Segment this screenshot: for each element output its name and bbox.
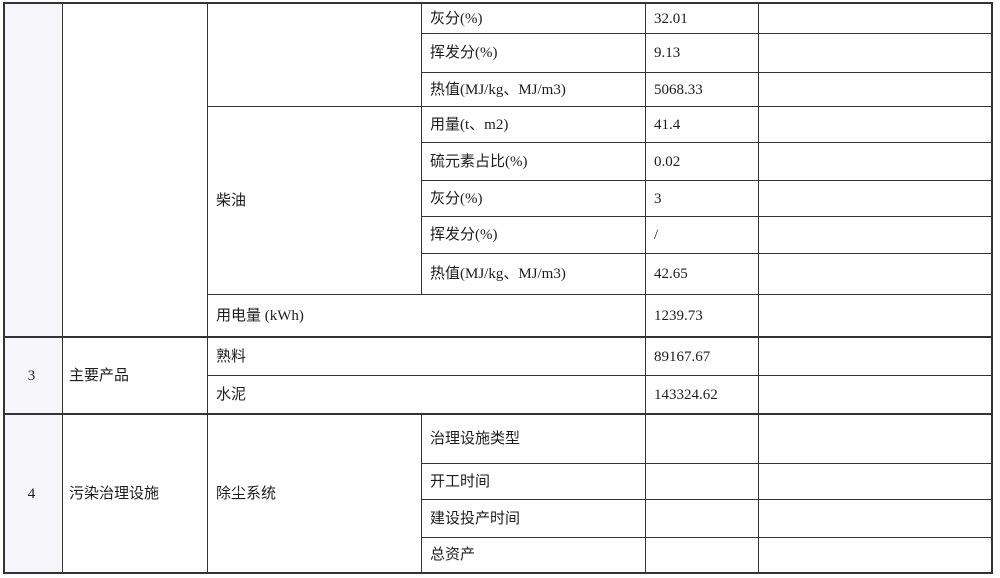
param-value-cell: 32.01 [646,4,759,34]
empty-cell [759,73,991,107]
empty-cell [759,376,991,415]
param-value-cell [646,415,759,464]
empty-cell [759,143,991,181]
category-cell-products: 主要产品 [63,338,208,415]
param-label-cell: 热值(MJ/kg、MJ/m3) [422,73,646,107]
empty-cell [759,538,991,572]
empty-cell [759,415,991,464]
param-label-cell: 建设投产时间 [422,500,646,538]
empty-cell [759,338,991,376]
param-value-cell: 1239.73 [646,295,759,338]
param-value-cell: 41.4 [646,107,759,143]
param-value-cell: 5068.33 [646,73,759,107]
seq-cell-fuel [5,4,63,338]
param-value-cell: 89167.67 [646,338,759,376]
empty-cell [759,181,991,217]
empty-cell [759,34,991,73]
empty-cell [759,107,991,143]
param-label-cell: 热值(MJ/kg、MJ/m3) [422,254,646,295]
param-label-cell: 挥发分(%) [422,34,646,73]
empty-cell [759,4,991,34]
electricity-label-cell: 用电量 (kWh) [208,295,646,338]
empty-cell [759,254,991,295]
param-value-cell: 3 [646,181,759,217]
data-table: 3 4 主要产品 污染治理设施 柴油 用电量 (kWh) 熟料 水泥 除尘系统 … [3,2,993,574]
fuel-name-cell-diesel: 柴油 [208,107,422,295]
empty-cell [759,500,991,538]
seq-cell-products: 3 [5,338,63,415]
param-label-cell: 治理设施类型 [422,415,646,464]
param-value-cell: 9.13 [646,34,759,73]
system-name-cell: 除尘系统 [208,415,422,572]
category-cell-treatment: 污染治理设施 [63,415,208,572]
param-value-cell: 0.02 [646,143,759,181]
param-label-cell: 总资产 [422,538,646,572]
empty-cell [759,464,991,500]
param-label-cell: 开工时间 [422,464,646,500]
empty-cell [759,295,991,338]
product-label-cell: 水泥 [208,376,646,415]
category-cell-fuel [63,4,208,338]
param-value-cell: 42.65 [646,254,759,295]
param-label-cell: 用量(t、m2) [422,107,646,143]
fuel-name-cell-prev [208,4,422,107]
param-label-cell: 硫元素占比(%) [422,143,646,181]
param-label-cell: 灰分(%) [422,4,646,34]
product-label-cell: 熟料 [208,338,646,376]
seq-cell-treatment: 4 [5,415,63,572]
param-value-cell: 143324.62 [646,376,759,415]
param-label-cell: 挥发分(%) [422,217,646,254]
param-value-cell [646,500,759,538]
param-value-cell: / [646,217,759,254]
param-label-cell: 灰分(%) [422,181,646,217]
param-value-cell [646,538,759,572]
param-value-cell [646,464,759,500]
empty-cell [759,217,991,254]
